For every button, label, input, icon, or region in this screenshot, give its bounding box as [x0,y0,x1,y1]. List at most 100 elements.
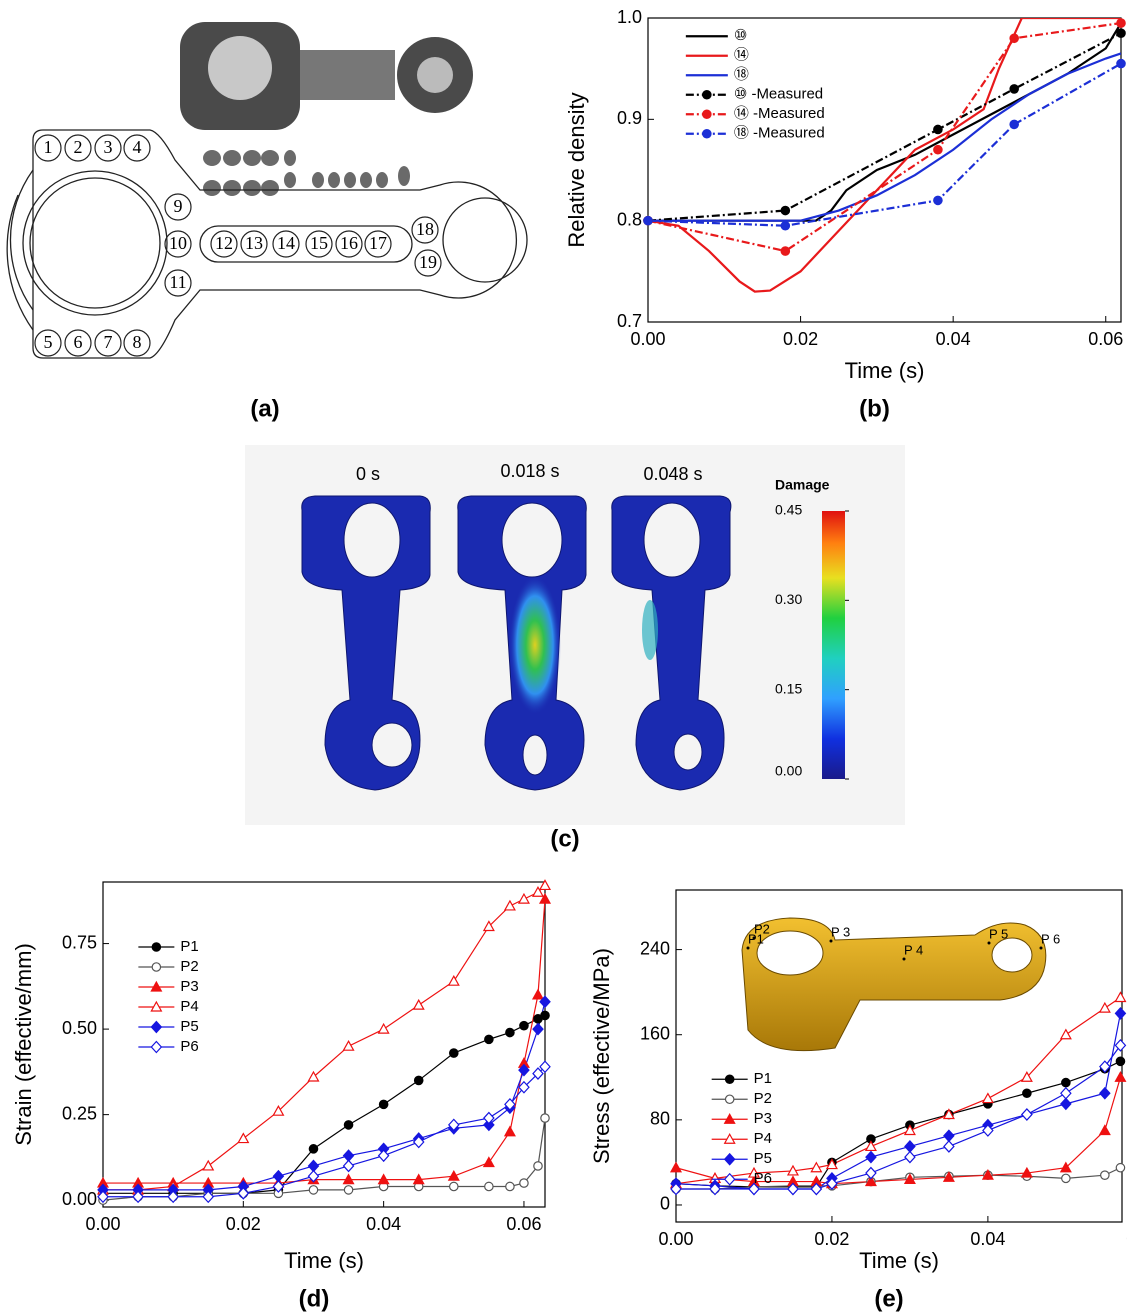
data-point [1062,1078,1070,1086]
data-point [1117,29,1125,37]
y-tick-label: 80 [650,1109,670,1129]
x-axis-label: Time (s) [859,1248,939,1273]
legend-label: P3 [754,1110,772,1127]
data-point [1100,1003,1110,1012]
legend-marker [725,1154,735,1165]
y-tick-label: 0 [660,1194,670,1214]
big-end-bore [30,178,160,308]
data-point [541,1011,549,1019]
plot [648,18,1121,292]
time-label: 0.048 s [643,464,702,484]
bore [757,931,823,975]
legend-label: ⑩ -Measured [734,86,823,103]
x-tick-label: 0.04 [366,1214,401,1234]
data-point [414,1000,424,1009]
data-point [238,1188,248,1199]
data-point [449,1171,459,1180]
plot [103,885,545,1200]
data-point [379,1024,389,1033]
legend-label: ⑩ [734,27,747,44]
data-point [1100,1125,1110,1134]
data-point [781,247,789,255]
data-point [934,125,942,133]
point-label: 13 [245,233,263,253]
point-label: 18 [416,219,434,239]
photo [180,22,473,196]
y-axis-label: Relative density [564,92,589,247]
data-point [944,1130,954,1141]
data-point [1115,1072,1125,1081]
legend-label: P5 [754,1150,772,1167]
data-point [1023,1089,1031,1097]
legend-label: P1 [180,938,198,955]
colorbar-tick-label: 0.15 [775,680,802,696]
legend-label: P4 [180,998,198,1015]
y-tick-label: 0.8 [617,209,642,229]
inset-label: P2 [754,921,770,936]
colorbar-tick-label: 0.30 [775,591,802,607]
data-point [1062,1174,1070,1182]
data-point [415,1076,423,1084]
data-point [934,146,942,154]
series-line [676,1013,1120,1189]
inset-point [1040,947,1043,950]
series-line [103,1002,545,1190]
caption: (e) [874,1285,903,1312]
point-label: 9 [174,196,183,216]
data-point [866,1168,876,1179]
figure: (a) 12345678910111213141516171819 0 s 0.… [0,0,1127,1312]
y-axis-label: Strain (effective/mm) [11,943,36,1146]
plot-frame [103,882,545,1207]
legend-label: P1 [754,1070,772,1087]
series-line [676,997,1120,1183]
legend-marker [725,1075,733,1083]
bore [992,938,1032,972]
x-tick-label: 0.00 [658,1229,693,1249]
point-label: 11 [169,272,186,292]
colorbar-tick-label: 0.00 [775,763,802,779]
series-line [103,885,545,1189]
data-point [781,222,789,230]
data-point [344,1160,354,1171]
data-point [520,1021,528,1029]
legend-label: ⑭ -Measured [734,105,825,122]
data-point [671,1163,681,1172]
data-point [1115,1008,1125,1019]
x-tick-label: 0.04 [970,1229,1005,1249]
inset-label: P 3 [831,924,850,939]
series-line [676,1045,1120,1189]
caption: (a) [250,395,279,422]
data-point [934,196,942,204]
data-point [534,1162,542,1170]
legend-marker [703,91,711,99]
data-point [505,901,515,910]
rods [302,496,731,790]
y-tick-label: 0.7 [617,311,642,331]
inset-label: P 6 [1041,931,1060,946]
series-line [648,64,1121,226]
point-label: 4 [133,137,142,157]
data-point [1117,19,1125,27]
data-point [533,1024,543,1035]
point-label: 16 [340,233,358,253]
data-point [379,1100,387,1108]
legend-marker [703,130,711,138]
point-label: 7 [104,332,113,352]
data-point [1117,59,1125,67]
series-line [676,1061,1120,1187]
inset-point [903,958,906,961]
series-line [648,33,1121,220]
y-tick-label: 0.75 [62,932,97,952]
data-point [866,1152,876,1163]
data-point [309,1186,317,1194]
data-point [1010,120,1018,128]
x-tick-label: 0.04 [936,329,971,349]
legend-label: P2 [180,958,198,975]
legend-label: ⑱ [734,66,749,83]
colorbar-title: Damage [775,477,830,493]
inset-point [753,937,756,940]
point-label: 19 [419,252,437,272]
data-point [905,1152,915,1163]
legend-marker [703,110,711,118]
